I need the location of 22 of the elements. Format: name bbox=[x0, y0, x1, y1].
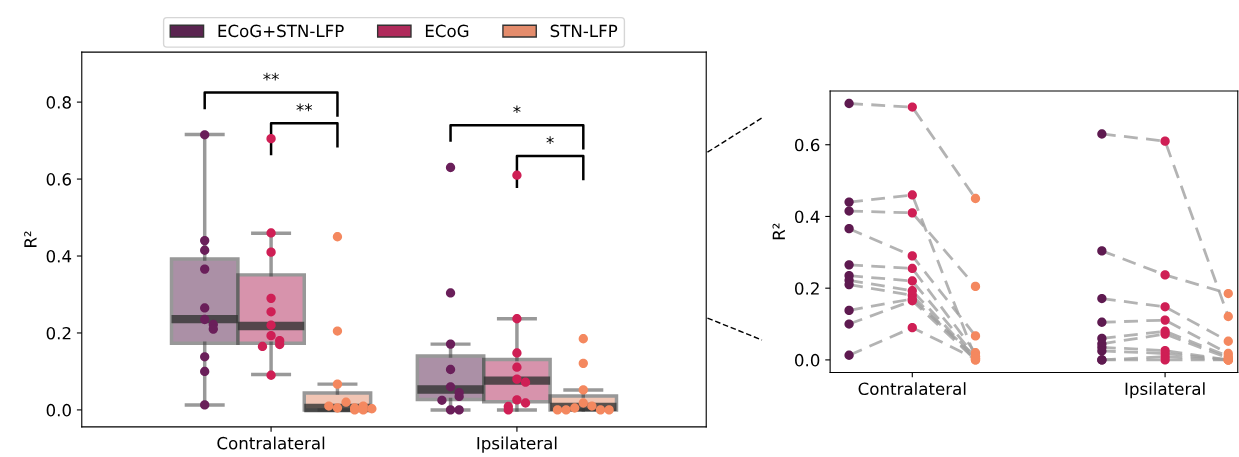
legend-label: ECoG+STN-LFP bbox=[218, 24, 344, 38]
y-tick-label: 0.6 bbox=[795, 138, 820, 152]
y-axis-title: R² bbox=[772, 223, 785, 240]
y-tick-label: 0.0 bbox=[795, 353, 820, 367]
legend-label: ECoG bbox=[425, 24, 469, 38]
annotation: * bbox=[546, 136, 554, 144]
annotation: ** bbox=[296, 103, 313, 112]
x-tick-label: Ipsilateral bbox=[477, 436, 557, 453]
annotation: * bbox=[513, 105, 521, 114]
y-tick-label: 0.2 bbox=[46, 326, 71, 340]
y-tick-label: 0.0 bbox=[46, 403, 71, 417]
y-tick-label: 0.4 bbox=[46, 249, 72, 263]
annotation: ** bbox=[263, 72, 279, 81]
legend-label: STN-LFP bbox=[550, 24, 618, 38]
y-tick-label: 0.4 bbox=[795, 210, 820, 224]
x-tick-label: Ipsilateral bbox=[1125, 382, 1205, 399]
x-tick-label: Contralateral bbox=[217, 436, 325, 450]
y-tick-label: 0.2 bbox=[795, 282, 819, 295]
y-tick-label: 0.8 bbox=[46, 96, 71, 109]
y-axis-title: R² bbox=[24, 231, 37, 247]
y-tick-label: 0.6 bbox=[46, 173, 71, 186]
x-tick-label: Contralateral bbox=[858, 382, 966, 396]
